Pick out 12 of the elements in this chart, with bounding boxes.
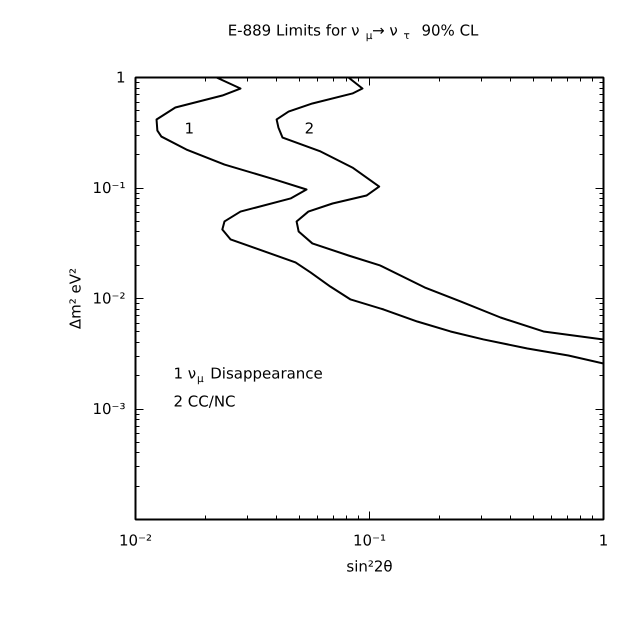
series-label: 1 xyxy=(184,119,194,138)
y-tick-label: 10⁻³ xyxy=(92,400,126,418)
x-tick-label: 10⁻¹ xyxy=(352,532,386,550)
series-label: 2 xyxy=(304,119,314,138)
x-axis-title: sin²2θ xyxy=(346,558,393,576)
y-axis-title: Δm² eV² xyxy=(66,268,84,330)
x-tick-label: 10⁻² xyxy=(118,532,152,550)
annotation: 2 CC/NC xyxy=(174,392,236,411)
y-tick-label: 10⁻¹ xyxy=(92,179,126,197)
y-tick-label: 10⁻² xyxy=(92,290,126,308)
x-tick-label: 1 xyxy=(598,532,608,550)
y-tick-label: 1 xyxy=(116,68,126,86)
